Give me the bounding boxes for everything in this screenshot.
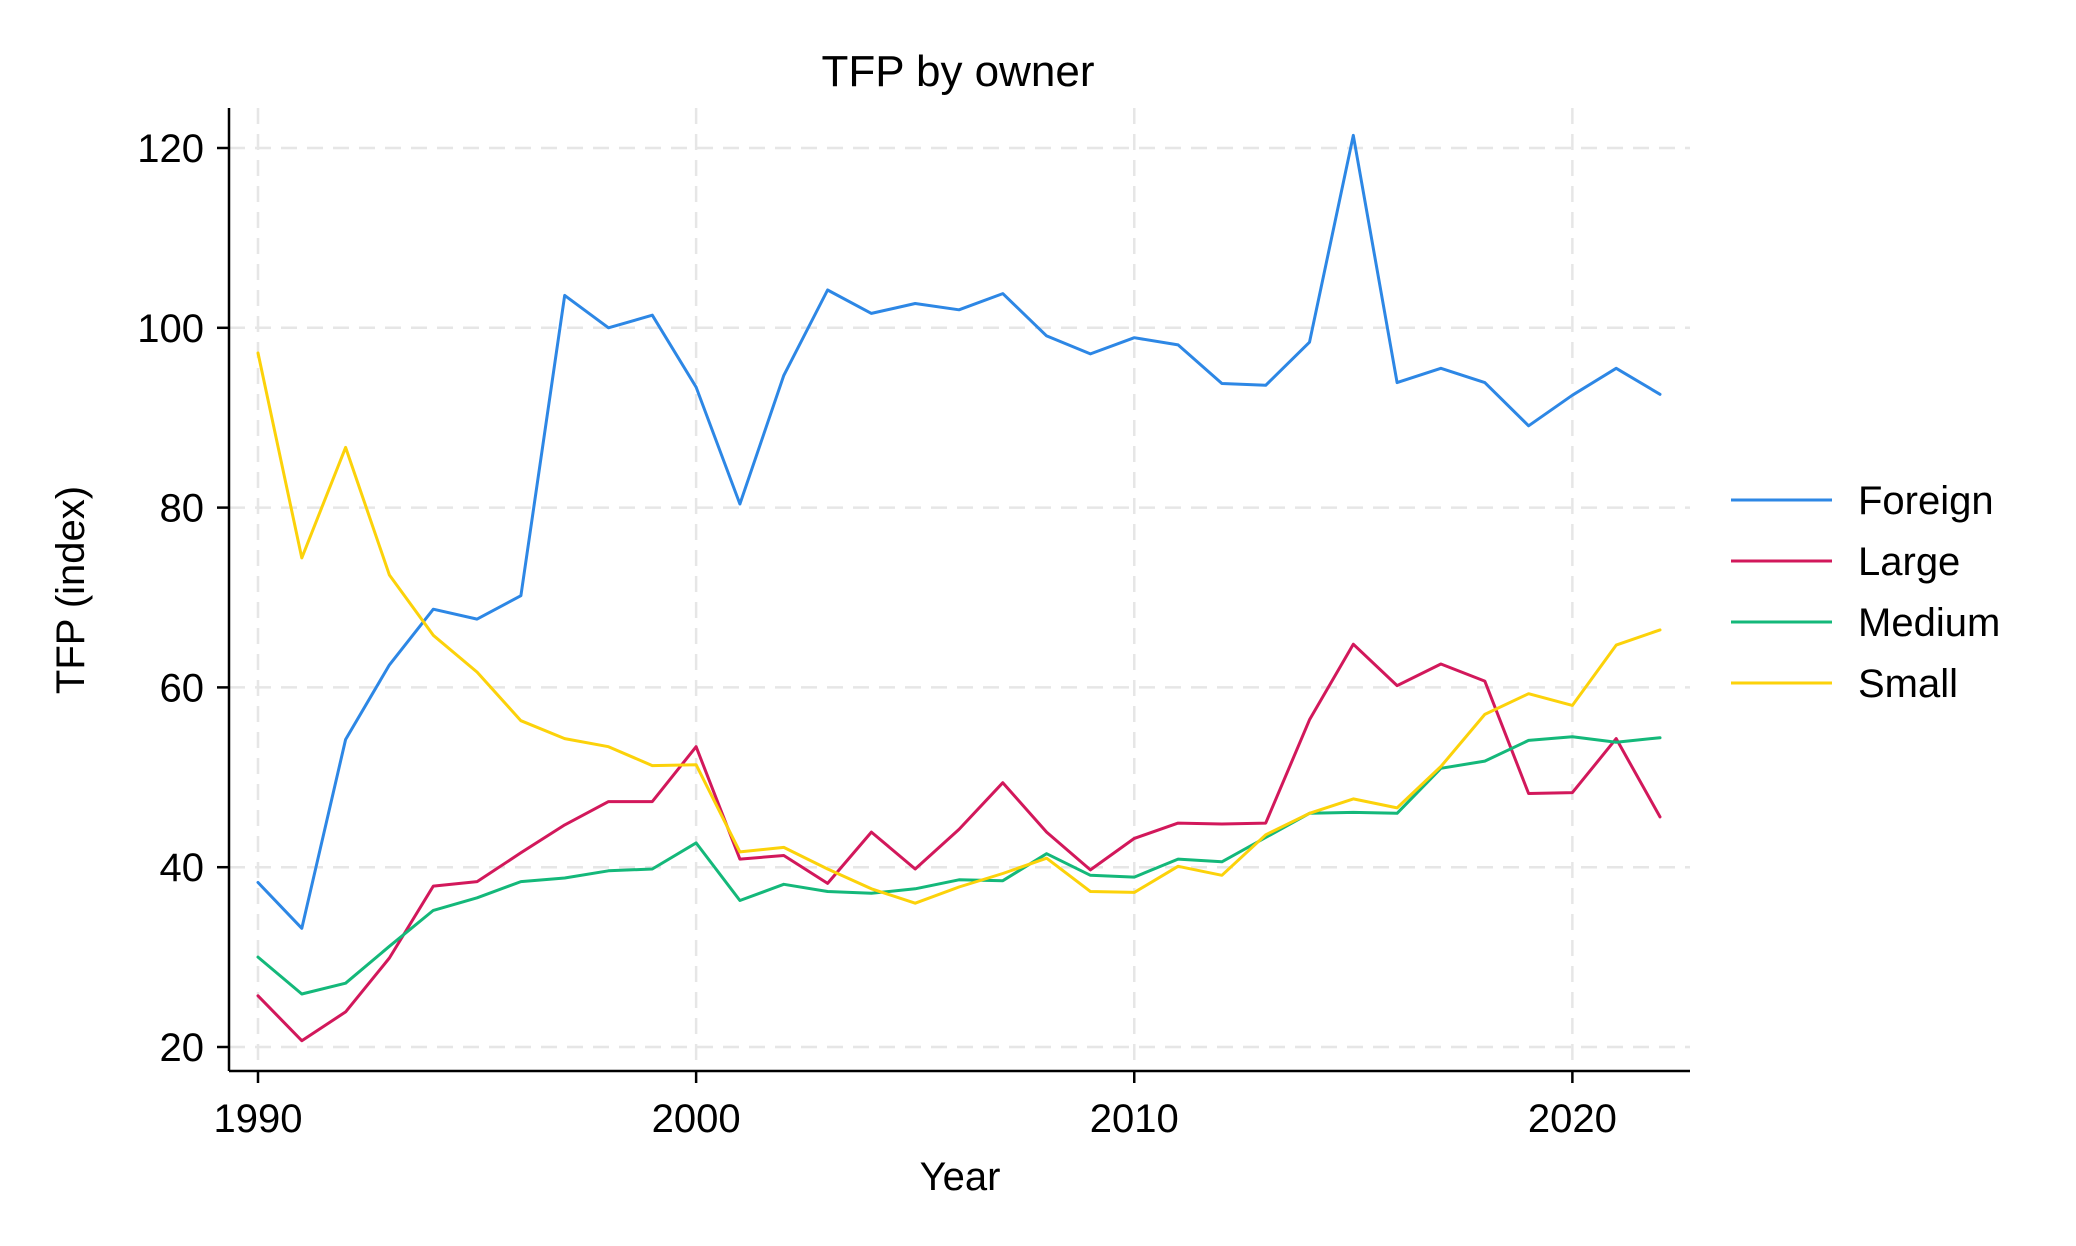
y-tick-label: 120 xyxy=(137,127,204,171)
series-line-medium xyxy=(256,735,1662,996)
series-lines xyxy=(256,133,1662,1043)
y-tick-label: 80 xyxy=(160,487,205,531)
y-axis-title: TFP (index) xyxy=(49,486,93,694)
y-ticks: 20 40 60 80 100 120 xyxy=(137,127,229,1070)
x-tick-label: 1990 xyxy=(214,1097,303,1141)
x-ticks: 1990 2000 2010 2020 xyxy=(214,1071,1617,1141)
series-line-small xyxy=(256,351,1662,905)
legend-label-foreign: Foreign xyxy=(1858,479,1994,523)
y-tick-label: 20 xyxy=(160,1026,205,1070)
series-line-large xyxy=(256,642,1662,1043)
y-tick-label: 40 xyxy=(160,846,205,890)
legend-label-large: Large xyxy=(1858,540,1960,584)
x-tick-label: 2000 xyxy=(652,1097,741,1141)
x-tick-label: 2010 xyxy=(1090,1097,1179,1141)
y-tick-label: 60 xyxy=(160,666,205,710)
legend-label-medium: Medium xyxy=(1858,601,2000,645)
axes xyxy=(227,108,1690,1073)
legend: Foreign Large Medium Small xyxy=(1731,479,2000,706)
x-tick-label: 2020 xyxy=(1528,1097,1617,1141)
grid xyxy=(229,108,1690,1071)
series-line-foreign xyxy=(256,133,1662,930)
y-tick-label: 100 xyxy=(137,307,204,351)
chart-title: TFP by owner xyxy=(821,47,1094,96)
x-axis-title: Year xyxy=(920,1155,1001,1199)
legend-label-small: Small xyxy=(1858,662,1958,706)
